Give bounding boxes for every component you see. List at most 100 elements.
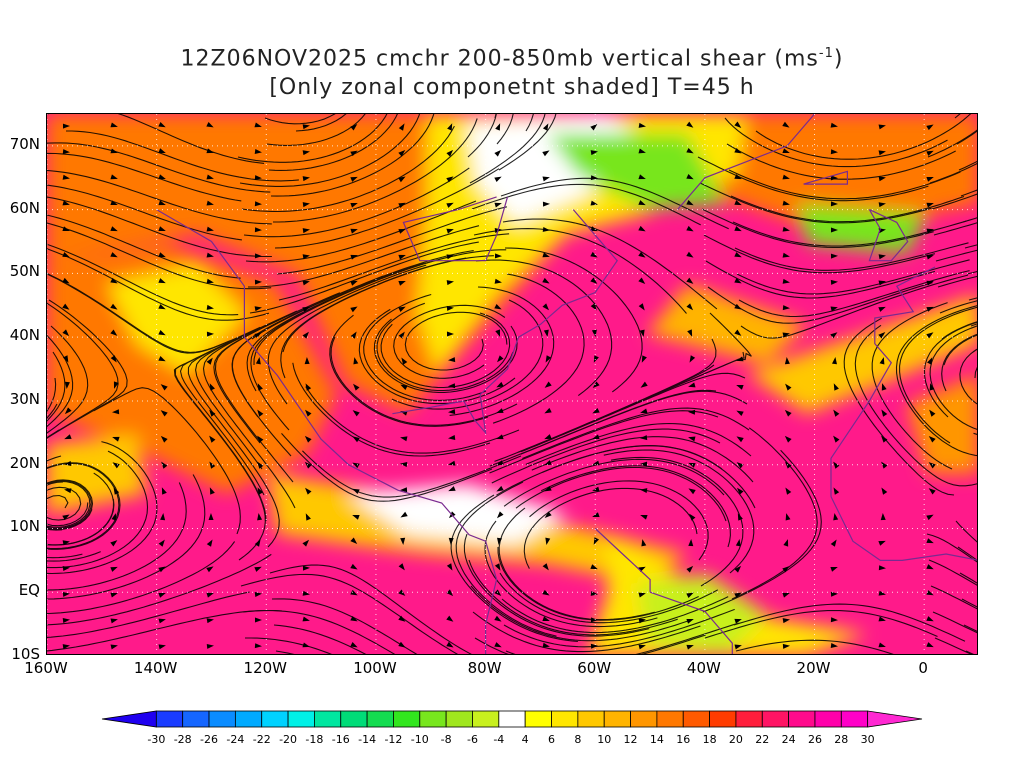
streamline — [755, 114, 972, 160]
streamline — [854, 324, 977, 487]
streamline-arrow — [590, 150, 598, 156]
streamline-arrow — [254, 617, 262, 623]
streamline-arrow — [833, 383, 839, 391]
streamline-arrow — [736, 436, 744, 443]
streamline-arrow — [638, 644, 646, 650]
streamline-arrow — [350, 537, 358, 545]
streamline-arrow — [878, 540, 886, 546]
streamline-arrow — [398, 641, 406, 648]
streamline-arrow — [209, 435, 216, 443]
streamline-arrow — [158, 304, 166, 310]
streamline-arrow — [110, 200, 118, 206]
streamline-arrow — [542, 589, 550, 596]
chart-title-line1: 12Z06NOV2025 cmchr 200-850mb vertical sh… — [180, 46, 844, 72]
streamline-arrow — [257, 461, 264, 469]
streamline-arrow — [350, 176, 358, 182]
streamline-arrow — [494, 278, 502, 284]
streamline-arrow — [686, 644, 694, 650]
streamline-arrow — [830, 279, 838, 285]
streamline-arrow — [592, 434, 600, 440]
streamline-arrow — [638, 122, 646, 128]
lat-label: 50N — [9, 262, 40, 281]
streamline-arrow — [638, 200, 646, 206]
colorbar-label: -24 — [226, 733, 245, 746]
streamline-arrow — [686, 277, 694, 284]
streamline-arrow — [446, 202, 454, 208]
streamline-arrow — [209, 487, 215, 495]
streamline — [500, 177, 729, 230]
streamline — [923, 321, 977, 418]
streamline — [47, 299, 128, 439]
streamline-arrow — [736, 356, 744, 362]
streamline-arrow — [495, 329, 501, 337]
colorbar-box — [735, 710, 763, 728]
streamline-arrow — [785, 383, 792, 391]
streamline-arrow — [878, 590, 886, 596]
streamline-arrow — [62, 566, 70, 571]
chart-title-line2: [Only zonal componetnt shaded] T=45 h — [269, 75, 755, 100]
streamline-arrow — [302, 539, 310, 547]
streamline-arrow — [734, 277, 742, 284]
lon-label: 120W — [243, 659, 288, 677]
streamline-arrow — [206, 121, 214, 128]
streamline — [47, 222, 272, 290]
streamline-arrow — [590, 277, 598, 284]
streamline-arrow — [206, 357, 213, 365]
streamline-arrow — [206, 331, 214, 337]
lon-label: 0 — [918, 659, 928, 677]
streamline-arrow — [254, 175, 262, 181]
streamlines — [47, 114, 977, 654]
streamline-arrow — [62, 303, 70, 310]
lat-label: 10N — [9, 517, 40, 536]
lon-label: 60W — [577, 659, 612, 677]
yellow-region-tropics-west — [47, 434, 147, 514]
streamline-arrow — [734, 174, 742, 180]
streamline-arrow — [398, 589, 406, 596]
streamline — [47, 482, 187, 591]
streamline-arrow — [64, 461, 72, 466]
streamline — [497, 546, 699, 621]
streamline-arrow — [113, 381, 119, 389]
streamline — [740, 274, 969, 339]
streamline — [468, 559, 678, 636]
lat-label: 60N — [9, 198, 40, 217]
streamline-arrow — [686, 565, 694, 573]
streamline — [47, 441, 158, 575]
streamline-arrow — [830, 332, 838, 339]
streamline-arrow — [544, 381, 552, 388]
green-region-brazil — [637, 574, 767, 654]
streamline — [525, 422, 752, 465]
colorbar-box — [340, 710, 368, 728]
streamline-arrow — [639, 329, 645, 337]
streamline-arrow — [206, 566, 214, 573]
streamline-arrow — [926, 538, 934, 544]
streamline-arrow — [110, 618, 118, 624]
colorbar-box — [840, 710, 869, 728]
streamline-arrow — [158, 122, 166, 128]
streamline-arrow — [542, 303, 550, 311]
streamline-arrow — [878, 616, 886, 622]
streamline-arrow — [734, 303, 742, 310]
colorbar-box — [261, 710, 289, 728]
streamline-arrow — [110, 540, 118, 547]
streamline-arrow — [688, 382, 696, 388]
streamline — [935, 249, 977, 262]
streamline — [47, 486, 89, 527]
streamline — [240, 573, 458, 654]
colorbar-box — [709, 710, 737, 728]
colorbar-label: 12 — [623, 733, 638, 746]
streamline — [281, 433, 493, 502]
streamline — [489, 410, 719, 474]
streamline — [47, 114, 265, 164]
streamline — [505, 622, 739, 654]
streamline-arrow — [734, 565, 742, 573]
streamline-arrow — [689, 513, 696, 521]
streamline-arrow — [544, 407, 552, 414]
streamline-arrow — [926, 514, 934, 521]
streamline-arrow — [592, 407, 600, 414]
streamline-arrow — [494, 253, 502, 259]
streamline-arrow — [62, 355, 69, 363]
streamline-arrow — [352, 462, 360, 469]
streamline-arrow — [398, 202, 406, 208]
streamline-arrow — [638, 618, 646, 624]
